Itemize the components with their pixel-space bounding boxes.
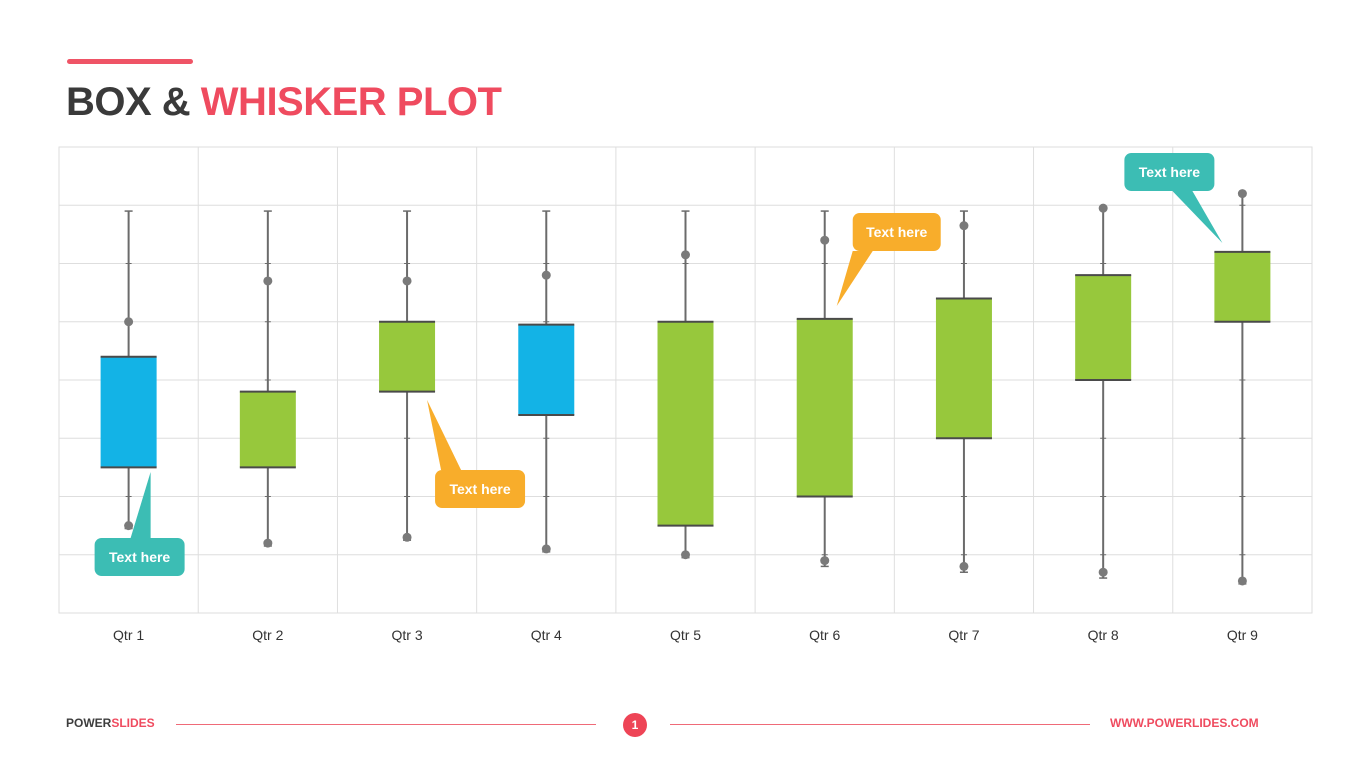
- callout-text: Text here: [1139, 164, 1200, 180]
- box-plot-2: Qtr 2: [239, 210, 296, 643]
- category-label: Qtr 2: [252, 627, 283, 643]
- box-plot-3: Qtr 3: [379, 210, 436, 643]
- outlier-point: [541, 544, 551, 554]
- callout-pointer: [1172, 191, 1223, 243]
- box-plot-9: Qtr 9: [1214, 189, 1271, 643]
- box-rect: [935, 298, 992, 439]
- category-label: Qtr 6: [809, 627, 840, 643]
- box-rect: [1075, 275, 1132, 380]
- box-rect: [379, 321, 436, 392]
- box-plot-8: Qtr 8: [1075, 203, 1132, 643]
- box-whisker-chart: Qtr 1 Qtr 2 Qtr 3 Qtr 4 Qtr 5 Qtr 6 Qtr 7 Qtr 8…: [58, 146, 1313, 643]
- box-plot-6: Qtr 6: [796, 210, 853, 643]
- category-label: Qtr 7: [948, 627, 979, 643]
- outlier-point: [402, 532, 412, 542]
- page-number-badge: 1: [623, 713, 647, 737]
- footer-brand-dark: POWER: [66, 716, 112, 730]
- title-accent-bar: [67, 59, 193, 64]
- callout-box: [1124, 153, 1215, 191]
- outlier-point: [1098, 203, 1108, 213]
- callout-text: Text here: [109, 549, 170, 565]
- callout-bubble: Text here: [94, 472, 185, 576]
- outlier-point: [263, 276, 273, 286]
- box-rect: [796, 318, 853, 497]
- callout-text: Text here: [866, 224, 927, 240]
- callout-bubble: Text here: [427, 400, 526, 508]
- category-label: Qtr 5: [670, 627, 701, 643]
- outlier-point: [959, 561, 969, 571]
- callout-box: [435, 470, 526, 508]
- box-rect: [657, 321, 714, 526]
- footer-brand-accent: SLIDES: [111, 716, 155, 730]
- footer-divider-right: [670, 724, 1090, 725]
- outlier-point: [402, 276, 412, 286]
- callout-bubble: Text here: [836, 213, 941, 306]
- category-label: Qtr 9: [1227, 627, 1258, 643]
- category-label: Qtr 4: [531, 627, 562, 643]
- callout-pointer: [427, 400, 462, 470]
- outlier-point: [1237, 576, 1247, 586]
- outlier-point: [541, 270, 551, 280]
- callout-text: Text here: [449, 481, 510, 497]
- box-rect: [518, 324, 575, 415]
- box-plot-1: Qtr 1: [100, 210, 157, 643]
- outlier-point: [1098, 567, 1108, 577]
- box-rect: [100, 356, 157, 468]
- outlier-point: [263, 538, 273, 548]
- outlier-point: [820, 235, 830, 245]
- callout-bubble: Text here: [1124, 153, 1223, 243]
- box-plot-7: Qtr 7: [935, 210, 992, 643]
- callout-box: [94, 538, 185, 576]
- outlier-point: [124, 317, 134, 327]
- footer-brand: POWERSLIDES: [66, 716, 155, 730]
- outlier-point: [820, 556, 830, 566]
- callout-box: [852, 213, 941, 251]
- page-title: BOX & WHISKER PLOT: [66, 78, 502, 126]
- category-label: Qtr 1: [113, 627, 144, 643]
- outlier-point: [1237, 189, 1247, 199]
- title-part-accent: WHISKER PLOT: [200, 80, 502, 124]
- box-plot-5: Qtr 5: [657, 210, 714, 643]
- box-rect: [1214, 251, 1271, 322]
- title-part-dark: BOX &: [66, 80, 201, 124]
- box-plot-4: Qtr 4: [518, 210, 575, 643]
- outlier-point: [681, 550, 690, 560]
- footer-divider-left: [176, 724, 596, 725]
- category-label: Qtr 3: [391, 627, 422, 643]
- callout-pointer: [130, 472, 151, 538]
- callout-pointer: [836, 251, 873, 306]
- category-label: Qtr 8: [1088, 627, 1119, 643]
- box-rect: [239, 391, 296, 468]
- outlier-point: [681, 250, 690, 260]
- footer-url[interactable]: WWW.POWERLIDES.COM: [1110, 716, 1259, 730]
- outlier-point: [124, 521, 134, 531]
- outlier-point: [959, 221, 969, 231]
